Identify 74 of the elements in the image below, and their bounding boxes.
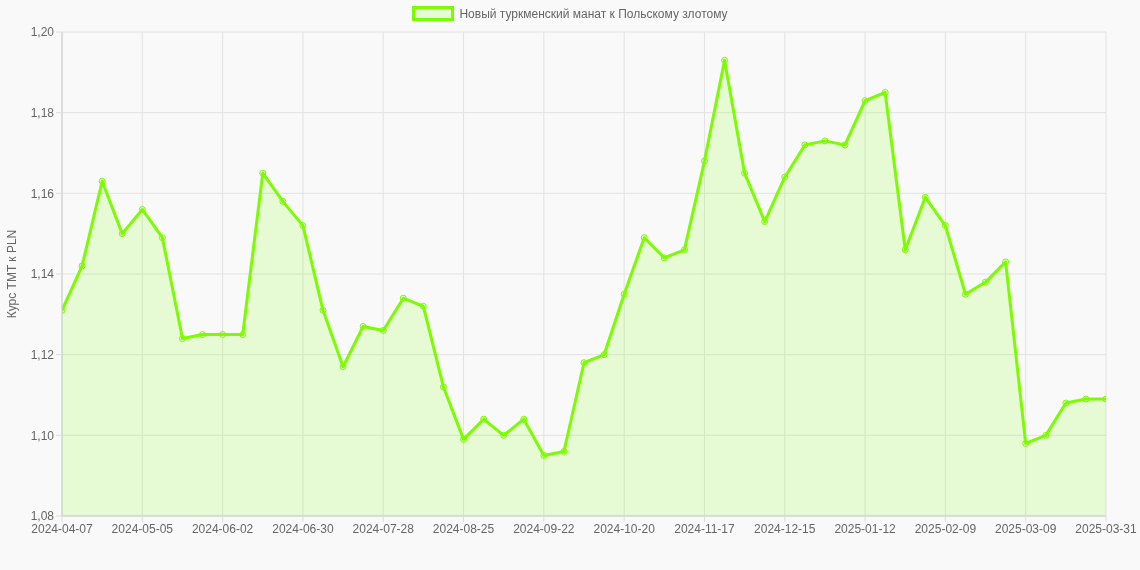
point xyxy=(961,290,969,298)
point xyxy=(199,331,207,338)
point xyxy=(801,141,809,149)
point xyxy=(339,363,347,371)
point xyxy=(881,89,889,96)
x-tick-label: 2024-10-20 xyxy=(593,521,656,536)
point xyxy=(1062,399,1070,407)
x-tick-label: 2024-05-05 xyxy=(111,521,174,536)
point xyxy=(439,383,447,391)
point xyxy=(279,197,287,205)
point xyxy=(540,452,548,459)
x-tick-label: 2025-03-31 xyxy=(1075,521,1138,536)
y-tick-label: 1,20 xyxy=(30,25,55,40)
point xyxy=(520,415,528,423)
point xyxy=(480,415,488,423)
point xyxy=(680,246,688,254)
point xyxy=(419,302,427,310)
point xyxy=(580,359,588,367)
x-tick-label: 2024-06-02 xyxy=(191,521,254,536)
y-tick-label: 1,08 xyxy=(30,509,55,524)
x-tick-label: 2024-06-30 xyxy=(272,521,334,536)
x-tick-label: 2024-12-15 xyxy=(754,521,816,536)
y-tick-label: 1,18 xyxy=(30,105,55,120)
y-tick-label: 1,16 xyxy=(30,186,55,201)
point xyxy=(319,306,327,314)
point xyxy=(600,351,608,359)
point xyxy=(821,137,829,145)
point xyxy=(1002,258,1010,266)
point xyxy=(921,193,929,201)
point xyxy=(259,169,267,177)
point xyxy=(640,234,648,242)
y-tick-label: 1,10 xyxy=(30,428,55,443)
point xyxy=(620,290,628,298)
point xyxy=(700,157,708,165)
point xyxy=(721,56,729,64)
y-tick-label: 1,14 xyxy=(30,267,55,282)
point xyxy=(379,326,387,334)
point xyxy=(299,222,307,230)
point xyxy=(560,447,568,455)
x-tick-label: 2025-02-09 xyxy=(914,521,977,536)
point xyxy=(78,262,86,270)
point xyxy=(98,177,106,185)
point xyxy=(178,335,186,343)
point xyxy=(359,322,367,330)
legend-label: Новый туркменский манат к Польскому злотому xyxy=(459,6,728,21)
x-tick-label: 2024-11-17 xyxy=(674,521,736,536)
point xyxy=(761,218,769,226)
x-tick-label: 2024-04-07 xyxy=(31,521,94,536)
point xyxy=(982,278,990,286)
point xyxy=(138,205,146,213)
point xyxy=(219,331,227,338)
point xyxy=(239,331,247,338)
point xyxy=(1082,395,1090,403)
x-tick-label: 2025-03-09 xyxy=(995,521,1057,536)
x-tick-label: 2024-07-28 xyxy=(352,521,415,536)
x-tick-label: 2024-09-22 xyxy=(513,521,575,536)
y-tick-label: 1,12 xyxy=(30,347,55,362)
point xyxy=(500,431,508,439)
point xyxy=(1022,439,1030,447)
point xyxy=(941,222,949,230)
x-tick-label: 2025-01-12 xyxy=(834,521,897,536)
point xyxy=(901,246,909,254)
point xyxy=(741,169,749,177)
point xyxy=(861,97,869,105)
point xyxy=(158,234,166,242)
point xyxy=(660,254,668,262)
point xyxy=(1042,431,1050,439)
x-tick-label: 2024-08-25 xyxy=(432,521,495,536)
point xyxy=(399,294,407,302)
y-axis-title: Курс TMT к PLN xyxy=(5,229,19,319)
point xyxy=(841,141,849,149)
point xyxy=(118,230,126,238)
point xyxy=(460,435,468,443)
point xyxy=(781,173,789,181)
